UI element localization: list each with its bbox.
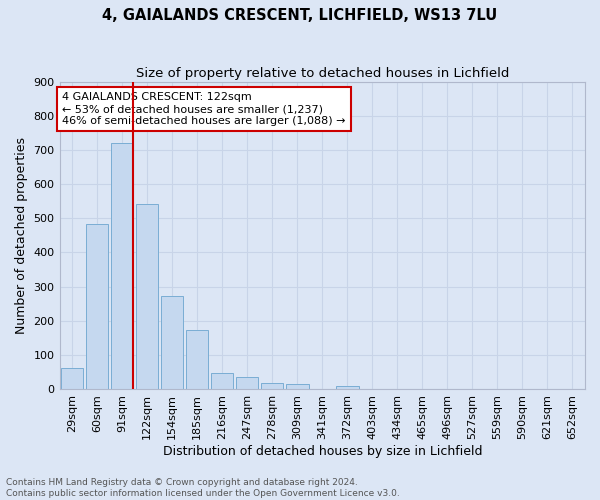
Title: Size of property relative to detached houses in Lichfield: Size of property relative to detached ho… <box>136 68 509 80</box>
Bar <box>261 383 283 389</box>
Bar <box>236 377 259 389</box>
Text: 4, GAIALANDS CRESCENT, LICHFIELD, WS13 7LU: 4, GAIALANDS CRESCENT, LICHFIELD, WS13 7… <box>103 8 497 22</box>
Bar <box>186 330 208 389</box>
X-axis label: Distribution of detached houses by size in Lichfield: Distribution of detached houses by size … <box>163 444 482 458</box>
Bar <box>111 143 133 389</box>
Bar <box>286 384 308 389</box>
Bar <box>136 204 158 389</box>
Y-axis label: Number of detached properties: Number of detached properties <box>15 137 28 334</box>
Bar <box>86 224 109 389</box>
Bar <box>336 386 359 389</box>
Bar <box>161 296 184 389</box>
Text: 4 GAIALANDS CRESCENT: 122sqm
← 53% of detached houses are smaller (1,237)
46% of: 4 GAIALANDS CRESCENT: 122sqm ← 53% of de… <box>62 92 346 126</box>
Text: Contains HM Land Registry data © Crown copyright and database right 2024.
Contai: Contains HM Land Registry data © Crown c… <box>6 478 400 498</box>
Bar <box>211 372 233 389</box>
Bar <box>61 368 83 389</box>
